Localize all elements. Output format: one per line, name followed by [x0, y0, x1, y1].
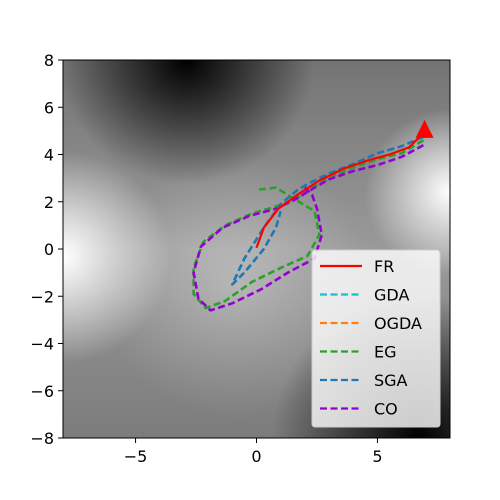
legend-label-gda: GDA [374, 286, 409, 305]
x-tick-label: 5 [372, 447, 382, 466]
legend-label-ogda: OGDA [374, 314, 422, 333]
legend-label-sga: SGA [374, 371, 408, 390]
y-tick-label: 6 [44, 98, 54, 117]
y-tick-label: 8 [44, 51, 54, 70]
marker-layer [415, 119, 434, 138]
legend-label-eg: EG [374, 343, 397, 362]
contour-background [63, 60, 450, 438]
legend: FR GDA OGDA EG SGA CO [311, 249, 441, 428]
y-tick-label: 2 [44, 193, 54, 212]
legend-label-co: CO [374, 400, 398, 419]
y-tick-label: −6 [30, 382, 54, 401]
x-tick-label: −5 [124, 447, 148, 466]
y-tick-label: 4 [44, 146, 54, 165]
series-line-sga [231, 135, 424, 286]
series-line-eg [192, 139, 425, 310]
series-line-co [192, 143, 425, 312]
legend-label-fr: FR [374, 257, 394, 276]
y-tick-label: −8 [30, 429, 54, 448]
series-layer [192, 131, 426, 312]
y-tick-label: −4 [30, 335, 54, 354]
y-axis: −8 −6 −4 −2 0 2 4 6 8 [30, 51, 63, 448]
series-line-fr [255, 131, 426, 249]
target-triangle-marker [415, 119, 434, 138]
x-axis: −5 0 5 [124, 438, 383, 466]
y-tick-label: −2 [30, 287, 54, 306]
y-tick-label: 0 [44, 240, 54, 259]
x-tick-label: 0 [251, 447, 261, 466]
